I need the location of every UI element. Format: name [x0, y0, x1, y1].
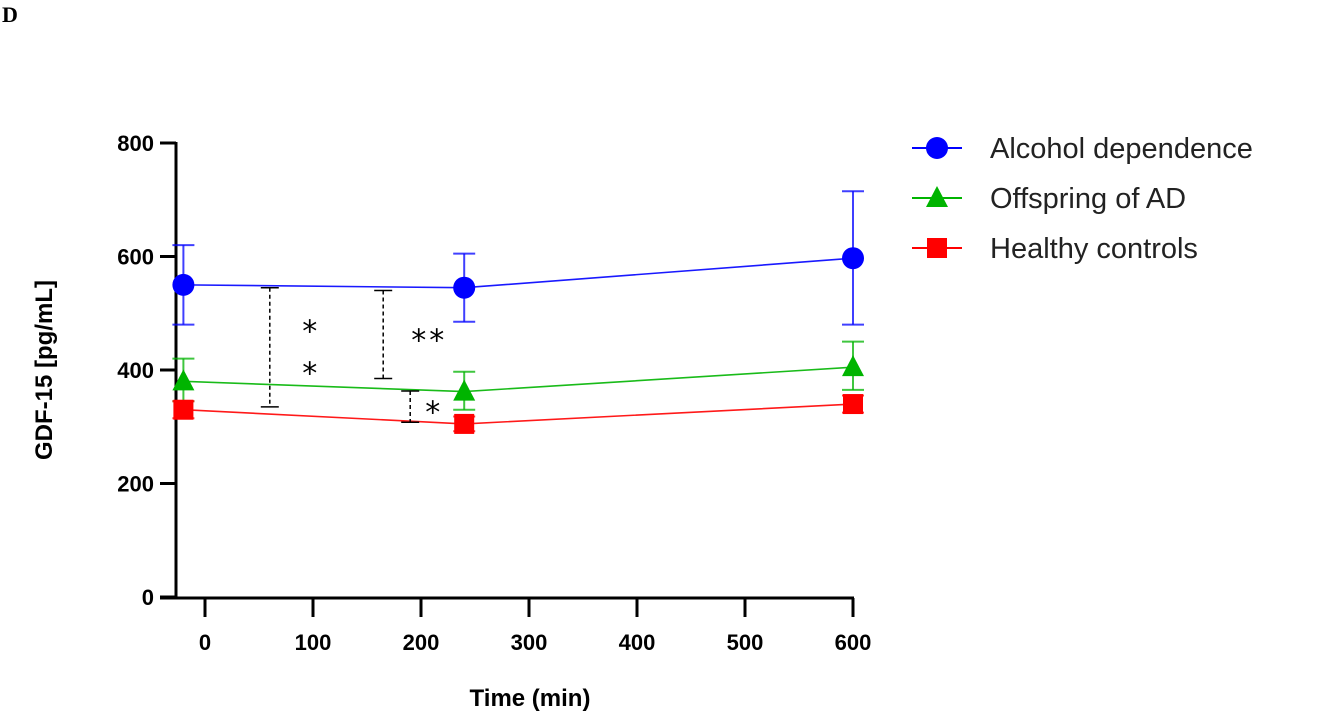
- data-point: [842, 247, 864, 270]
- legend-marker-triangle-icon: [926, 186, 948, 207]
- legend-label: Alcohol dependence: [990, 133, 1253, 165]
- series-line: [183, 257, 854, 289]
- legend-marker-square-icon: [927, 238, 947, 258]
- legend: Alcohol dependence Offspring of AD Healthy…: [912, 133, 1253, 265]
- x-tick-label: 0: [199, 630, 211, 655]
- x-tick-label: 400: [619, 630, 656, 655]
- significance-annotation: **: [374, 289, 447, 380]
- x-tick-label: 300: [511, 630, 548, 655]
- x-tick-label: 600: [835, 630, 872, 655]
- data-point: [172, 369, 195, 391]
- y-axis-title: GDF-15 [pg/mL]: [31, 280, 58, 460]
- y-tick-label: 600: [117, 245, 154, 270]
- series-offspring-of-ad: [172, 340, 864, 411]
- significance-label: *: [425, 396, 443, 431]
- x-axis-title: Time (min): [470, 685, 591, 712]
- axes: 0 200 400 600 800 0 100 200 300 400 500 600: [117, 131, 871, 655]
- legend-label: Offspring of AD: [990, 183, 1186, 215]
- y-tick-label: 0: [142, 585, 154, 610]
- significance-annotation: **: [260, 286, 317, 408]
- legend-entry: Healthy controls: [912, 233, 1198, 265]
- x-tick-label: 500: [727, 630, 764, 655]
- series-alcohol-dependence: [172, 190, 864, 326]
- data-point: [453, 276, 476, 299]
- significance-annotation: *: [401, 390, 443, 431]
- data-point: [172, 273, 195, 296]
- series-line: [183, 366, 854, 393]
- data-point: [453, 379, 476, 401]
- y-tick-label: 800: [117, 131, 154, 156]
- panel-label: D: [2, 2, 18, 27]
- series-healthy-controls: [172, 394, 864, 434]
- legend-entry: Offspring of AD: [912, 183, 1186, 215]
- y-tick-label: 400: [117, 358, 154, 383]
- significance-label: **: [411, 324, 447, 359]
- x-tick-label: 200: [403, 630, 440, 655]
- series-line: [183, 403, 854, 425]
- data-point: [454, 413, 475, 434]
- legend-marker-circle-icon: [926, 137, 948, 159]
- data-point: [173, 399, 194, 420]
- significance-label: **: [302, 314, 317, 391]
- data-point: [843, 394, 863, 415]
- legend-label: Healthy controls: [990, 233, 1198, 265]
- x-tick-label: 100: [295, 630, 332, 655]
- legend-entry: Alcohol dependence: [912, 133, 1253, 165]
- marks: * ****: [172, 190, 864, 434]
- y-tick-label: 200: [117, 472, 154, 497]
- data-point: [842, 355, 864, 377]
